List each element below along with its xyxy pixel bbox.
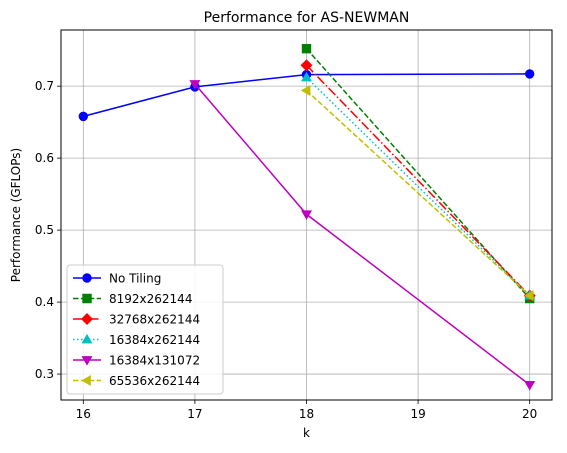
data-point <box>524 69 535 79</box>
legend-entry: 65536x262144 <box>73 374 200 388</box>
data-point <box>300 84 311 96</box>
y-tick-label: 0.3 <box>35 367 54 381</box>
legend-marker <box>81 356 93 366</box>
data-point <box>301 210 312 220</box>
legend-marker <box>82 293 92 304</box>
data-point <box>301 44 312 54</box>
series-line <box>83 73 530 118</box>
legend-label: 16384x131072 <box>109 354 200 368</box>
x-tick-label: 19 <box>410 407 425 421</box>
legend-marker <box>81 333 93 344</box>
x-tick-label: 17 <box>187 407 202 421</box>
data-point <box>524 381 536 391</box>
series-line <box>194 83 531 386</box>
legend-entry: 16384x262144 <box>73 333 200 347</box>
series-65536x262144 <box>300 84 534 302</box>
y-tick-label: 0.4 <box>35 295 54 309</box>
x-axis-label: k <box>303 426 310 440</box>
legend-marker <box>82 273 92 283</box>
x-tick-label: 18 <box>299 407 314 421</box>
y-axis-label: Performance (GFLOPs) <box>9 148 23 282</box>
legend-entry: 32768x262144 <box>73 313 200 327</box>
y-tick-label: 0.5 <box>35 223 54 237</box>
legend-entry: 8192x262144 <box>73 292 192 306</box>
legend-label: 8192x262144 <box>109 292 192 306</box>
legend-marker <box>81 313 93 325</box>
legend-box <box>66 264 224 395</box>
data-point <box>524 290 534 302</box>
series-line <box>305 64 531 297</box>
data-point <box>189 80 201 90</box>
ticks: 16 17 18 19 20 0.3 0.4 0.5 0.6 0.7 <box>35 79 537 421</box>
series-no-tiling <box>78 69 535 122</box>
legend-marker <box>81 375 91 386</box>
series-line <box>305 89 531 297</box>
x-tick-label: 20 <box>522 407 537 421</box>
legend-label: No Tiling <box>109 272 161 286</box>
series-layer <box>78 44 536 391</box>
legend-label: 16384x262144 <box>109 333 200 347</box>
y-tick-label: 0.7 <box>35 79 54 93</box>
data-point <box>301 71 312 82</box>
legend-label: 65536x262144 <box>109 374 200 388</box>
data-point <box>300 59 313 72</box>
chart-title: Performance for AS-NEWMAN <box>204 10 410 26</box>
data-point <box>78 111 89 122</box>
series-line <box>305 76 531 297</box>
y-tick-label: 0.6 <box>35 151 54 165</box>
legend-label: 32768x262144 <box>109 313 200 327</box>
x-tick-label: 16 <box>76 407 91 421</box>
series-16384x131072 <box>189 80 536 391</box>
legend-entry: 16384x131072 <box>73 354 200 368</box>
legend: No Tiling 8192x262144 32768x262144 16384x26… <box>66 264 224 395</box>
legend-entry: No Tiling <box>73 272 161 286</box>
